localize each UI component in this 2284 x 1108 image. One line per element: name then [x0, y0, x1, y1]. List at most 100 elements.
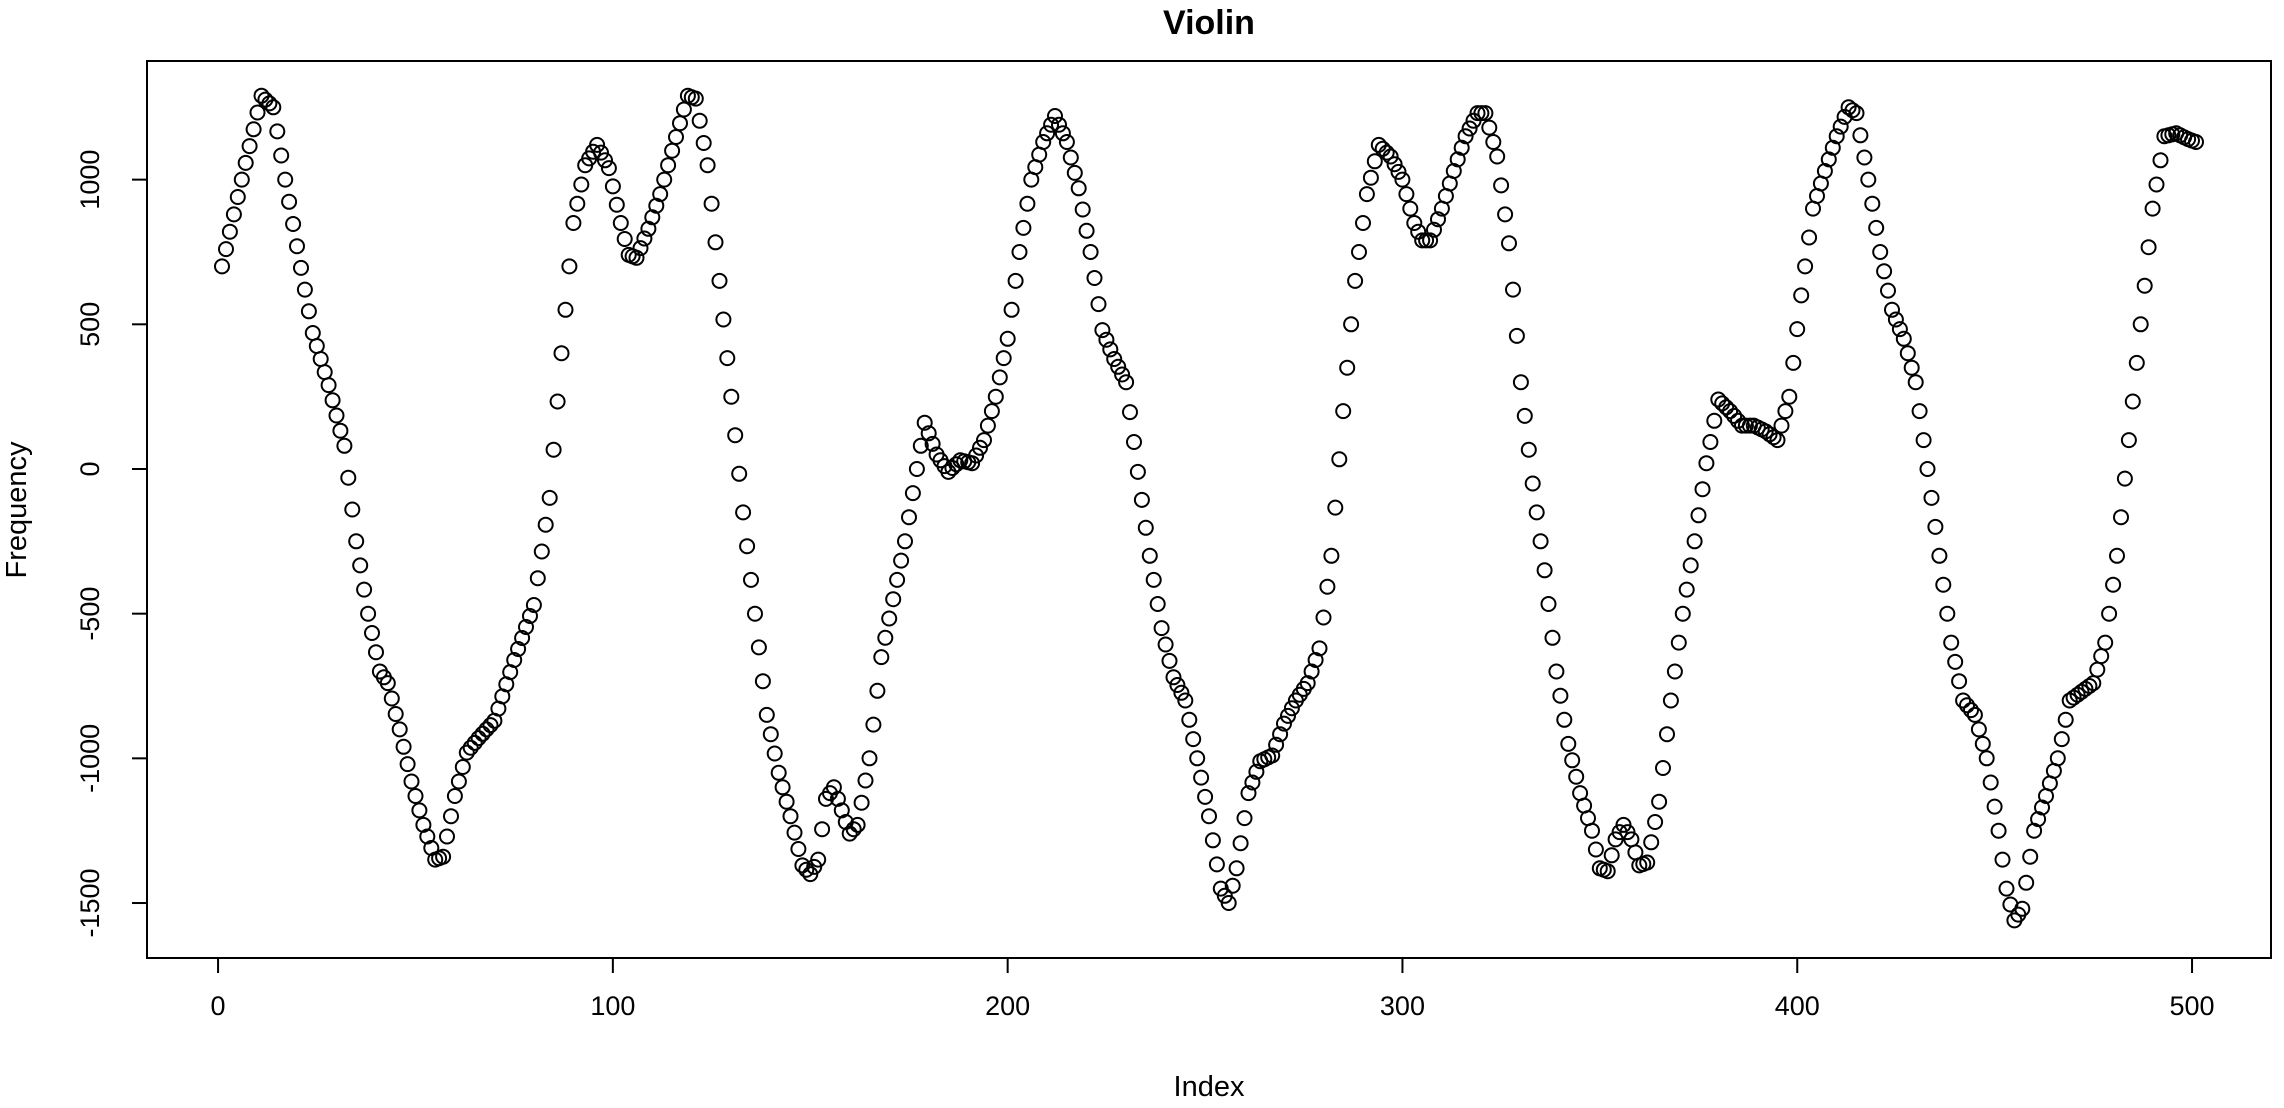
data-point	[1193, 769, 1210, 786]
data-point	[269, 123, 286, 140]
data-point	[2057, 711, 2074, 728]
data-point	[908, 461, 925, 477]
data-point	[1789, 321, 1806, 338]
data-point	[2152, 152, 2169, 169]
data-point	[229, 189, 246, 205]
data-point	[593, 144, 609, 161]
data-point	[972, 439, 988, 456]
data-point	[1903, 359, 1920, 376]
data-point	[1639, 854, 1656, 871]
data-point	[632, 240, 649, 257]
data-point	[324, 392, 341, 409]
data-point	[640, 220, 657, 237]
data-point	[636, 230, 653, 247]
data-point	[1149, 596, 1166, 612]
data-point	[991, 369, 1008, 386]
data-point	[2018, 874, 2035, 891]
data-point	[1832, 118, 1849, 135]
data-point	[2132, 316, 2149, 333]
data-point	[1963, 702, 1979, 719]
data-point	[1133, 491, 1150, 508]
data-point	[1098, 331, 1115, 348]
data-point	[387, 706, 404, 722]
data-point	[1366, 153, 1383, 170]
x-tick-label: 300	[1380, 991, 1425, 1021]
data-point	[1481, 119, 1498, 136]
data-point	[395, 738, 412, 755]
data-point	[1339, 359, 1356, 376]
data-point	[845, 821, 862, 838]
data-point	[987, 388, 1004, 405]
data-point	[573, 176, 590, 193]
data-point	[221, 223, 238, 240]
data-point	[1966, 706, 1983, 723]
data-point	[1560, 735, 1577, 752]
data-point	[237, 154, 254, 171]
data-point	[1430, 211, 1446, 228]
data-point	[1943, 634, 1960, 651]
data-point	[1493, 177, 1510, 194]
data-point	[1461, 120, 1478, 137]
data-point	[332, 422, 349, 439]
data-point	[739, 538, 756, 555]
data-point	[1327, 499, 1344, 516]
data-point	[889, 571, 906, 588]
data-point	[2113, 509, 2129, 526]
data-point	[2188, 134, 2204, 150]
y-tick-label: -1500	[75, 868, 105, 937]
data-point	[976, 432, 992, 449]
data-point	[924, 435, 941, 452]
data-point	[1058, 134, 1075, 150]
data-point	[1548, 663, 1565, 680]
data-point	[1007, 272, 1024, 289]
x-tick-label: 500	[2170, 991, 2215, 1021]
x-tick-label: 400	[1775, 991, 1820, 1021]
data-point	[1674, 605, 1691, 622]
data-point	[754, 673, 771, 690]
data-point	[470, 730, 487, 747]
data-point	[565, 215, 582, 231]
data-point	[340, 469, 357, 486]
data-point	[2022, 848, 2039, 865]
data-point	[1197, 788, 1214, 805]
data-point	[1003, 301, 1020, 318]
data-point	[1406, 215, 1423, 231]
data-point	[1489, 148, 1506, 165]
data-point	[1268, 736, 1285, 753]
data-point	[1769, 432, 1786, 449]
data-point	[273, 147, 290, 164]
data-point	[2101, 605, 2118, 622]
data-point	[1347, 272, 1364, 289]
data-point	[1587, 841, 1604, 858]
data-point	[1062, 149, 1079, 166]
data-point	[1584, 822, 1600, 839]
data-point	[2014, 900, 2031, 917]
data-point	[407, 788, 424, 804]
data-point	[1086, 270, 1103, 286]
data-point	[711, 272, 728, 289]
data-point	[901, 509, 917, 526]
data-point	[1860, 171, 1877, 188]
data-point	[841, 825, 858, 842]
data-point	[1477, 105, 1494, 122]
data-point	[857, 772, 874, 789]
data-point	[881, 610, 898, 627]
data-point	[608, 196, 625, 213]
data-point	[1505, 281, 1521, 298]
data-point	[285, 216, 302, 232]
data-point	[731, 465, 748, 482]
data-point	[352, 557, 369, 574]
data-point	[1536, 562, 1553, 579]
data-point	[1386, 156, 1403, 173]
y-axis-label: Frequency	[1, 441, 33, 579]
data-point	[533, 543, 550, 560]
data-point	[1374, 140, 1391, 157]
data-point	[1153, 620, 1170, 637]
data-point	[1398, 186, 1415, 203]
data-point	[664, 142, 681, 159]
data-point	[1556, 711, 1573, 728]
data-point	[668, 129, 684, 145]
data-point	[1899, 345, 1916, 362]
data-point	[1047, 108, 1063, 124]
data-point	[1501, 235, 1517, 252]
